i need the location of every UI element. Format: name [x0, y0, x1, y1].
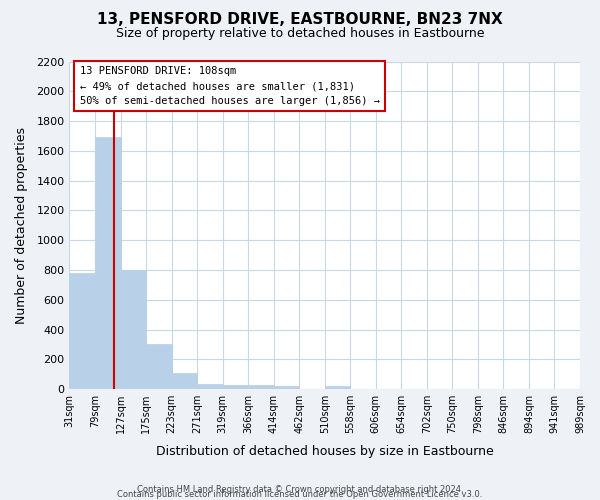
Y-axis label: Number of detached properties: Number of detached properties — [15, 127, 28, 324]
X-axis label: Distribution of detached houses by size in Eastbourne: Distribution of detached houses by size … — [156, 444, 494, 458]
Bar — [274, 386, 299, 389]
Bar — [325, 386, 350, 389]
Bar — [146, 344, 172, 389]
Bar — [95, 138, 121, 389]
Bar — [248, 384, 274, 389]
Text: Size of property relative to detached houses in Eastbourne: Size of property relative to detached ho… — [116, 28, 484, 40]
Bar — [223, 384, 248, 389]
Text: Contains HM Land Registry data © Crown copyright and database right 2024.: Contains HM Land Registry data © Crown c… — [137, 484, 463, 494]
Bar — [197, 384, 223, 389]
Text: Contains public sector information licensed under the Open Government Licence v3: Contains public sector information licen… — [118, 490, 482, 499]
Bar — [172, 373, 197, 389]
Text: 13 PENSFORD DRIVE: 108sqm
← 49% of detached houses are smaller (1,831)
50% of se: 13 PENSFORD DRIVE: 108sqm ← 49% of detac… — [80, 66, 380, 106]
Bar — [121, 270, 146, 389]
Text: 13, PENSFORD DRIVE, EASTBOURNE, BN23 7NX: 13, PENSFORD DRIVE, EASTBOURNE, BN23 7NX — [97, 12, 503, 28]
Bar — [70, 273, 95, 389]
